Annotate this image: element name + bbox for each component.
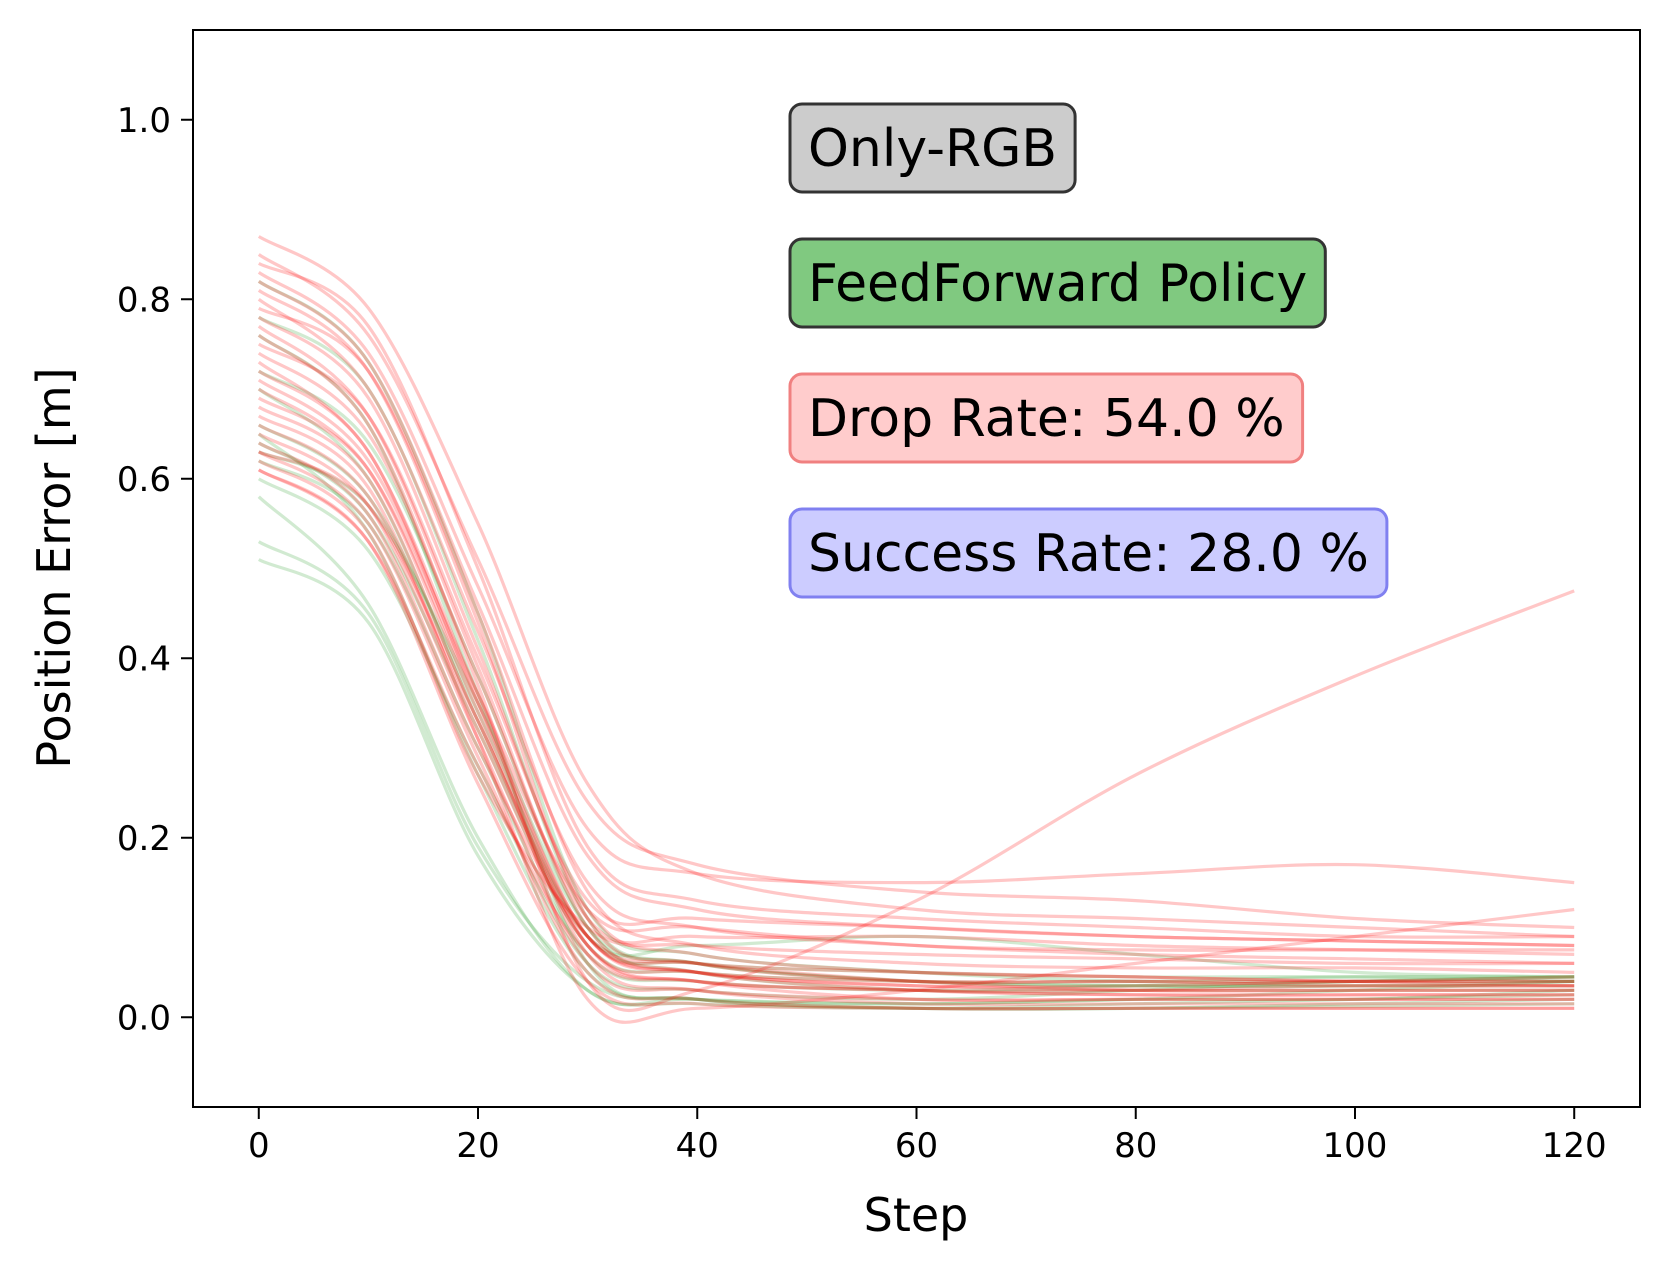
- series-line-success-8: [257, 315, 1575, 988]
- series-line-drop-19: [258, 306, 1575, 974]
- x-axis-label: Step: [864, 1188, 969, 1242]
- series-line-drop-14: [257, 235, 1575, 939]
- series-line-drop-20: [257, 315, 1575, 984]
- annotation-boxes: Only-RGB FeedForward Policy Drop Rate: 54.…: [788, 102, 1389, 599]
- series-line-drop-15: [257, 253, 1575, 930]
- annotation-box-0: Only-RGB: [788, 102, 1077, 194]
- annotation-box-3: Success Rate: 28.0 %: [788, 507, 1389, 599]
- annotation-box-bg: [788, 237, 1327, 329]
- y-axis: 0.0 0.2 0.4 0.6 0.8 1.0: [117, 101, 193, 1038]
- series-line-drop-36: [257, 468, 1575, 993]
- x-tick-label: 80: [1114, 1126, 1157, 1166]
- series-line-drop-28: [257, 405, 1575, 993]
- series-line-drop-38: [257, 396, 1575, 989]
- series-line-success-4: [258, 459, 1575, 993]
- series-line-drop-40: [257, 288, 1575, 988]
- series-line-drop-35: [257, 468, 1575, 1011]
- annotation-text: Success Rate: 28.0 %: [808, 524, 1369, 584]
- series-line-drop-24: [257, 360, 1575, 993]
- series-line-success-13: [257, 333, 1575, 1011]
- x-tick-label: 40: [676, 1126, 719, 1166]
- y-axis-label: Position Error [m]: [27, 367, 81, 768]
- series-line-success-2: [257, 540, 1575, 1006]
- series-line-success-7: [257, 369, 1575, 994]
- annotation-box-bg: [788, 102, 1077, 194]
- annotation-box-bg: [788, 372, 1305, 464]
- series-line-drop-34: [257, 459, 1575, 966]
- y-tick-label: 1.0: [117, 101, 171, 141]
- series-line-success-9: [257, 279, 1575, 984]
- series-line-success-0: [257, 495, 1575, 1007]
- x-tick-label: 60: [895, 1126, 938, 1166]
- x-tick-label: 120: [1542, 1126, 1607, 1166]
- series-line-drop-22: [257, 333, 1575, 1012]
- y-tick-label: 0.4: [117, 639, 171, 679]
- x-axis: 0 20 40 60 80 100 120: [248, 1107, 1607, 1166]
- x-tick-label: 0: [248, 1126, 270, 1166]
- series-line-success-5: [257, 441, 1575, 984]
- series-line-success-6: [257, 423, 1575, 983]
- series-line-drop-32: [257, 441, 1575, 988]
- series-line-drop-16: [257, 270, 1575, 885]
- series-line-drop-41: [258, 261, 1575, 939]
- annotation-box-1: FeedForward Policy: [788, 237, 1327, 329]
- series-line-drop-29: [257, 414, 1575, 1024]
- annotation-text: Only-RGB: [808, 119, 1057, 179]
- series-line-drop-39: [257, 342, 1575, 948]
- series-line-drop-33: [257, 450, 1575, 1011]
- series-line-success-12: [258, 450, 1575, 988]
- series-line-drop-25: [257, 369, 1575, 1003]
- series-line-drop-27: [257, 387, 1575, 1007]
- series-line-success-11: [257, 432, 1575, 1011]
- series-line-drop-18: [257, 298, 1575, 952]
- series-line-success-3: [257, 477, 1575, 1001]
- series-line-success-1: [258, 558, 1575, 1010]
- series-line-drop-17: [257, 279, 1575, 948]
- x-tick-label: 20: [456, 1126, 499, 1166]
- annotation-text: Drop Rate: 54.0 %: [808, 389, 1285, 449]
- series-line-drop-30: [257, 423, 1575, 997]
- series-line-drop-21: [257, 324, 1575, 997]
- series-line-drop-37: [258, 450, 1575, 984]
- series-line-drop-31: [257, 432, 1575, 1002]
- series-line-success-10: [257, 387, 1575, 979]
- y-tick-label: 0.6: [117, 460, 171, 500]
- y-tick-label: 0.0: [117, 998, 171, 1038]
- annotation-box-2: Drop Rate: 54.0 %: [788, 372, 1305, 464]
- annotation-text: FeedForward Policy: [808, 254, 1307, 314]
- series-line-drop-23: [257, 351, 1575, 956]
- y-tick-label: 0.2: [117, 819, 171, 859]
- annotation-box-bg: [788, 507, 1389, 599]
- series-lines: [257, 235, 1575, 1024]
- series-line-drop-26: [257, 378, 1575, 965]
- y-tick-label: 0.8: [117, 280, 171, 320]
- x-tick-label: 100: [1323, 1126, 1388, 1166]
